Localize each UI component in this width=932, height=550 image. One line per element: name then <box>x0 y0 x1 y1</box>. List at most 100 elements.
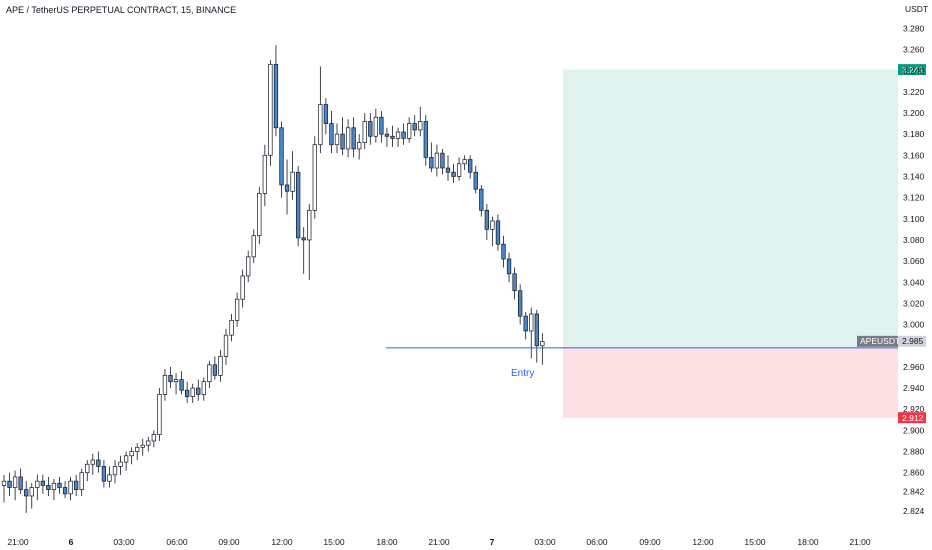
candle-body <box>362 121 367 143</box>
candle-body <box>434 152 440 169</box>
candle-body <box>162 375 168 395</box>
candle-body <box>279 127 284 186</box>
candle-body <box>495 220 501 245</box>
time-tick-label: 09:00 <box>639 537 661 547</box>
candle-body <box>118 461 123 467</box>
time-axis[interactable]: 21:00 6 03:00 06:00 09:00 12:00 15:00 18:00 21:0… <box>7 537 871 547</box>
candle-body <box>334 133 340 146</box>
candle-body <box>318 104 323 146</box>
candle-body <box>207 364 212 383</box>
candle-body <box>179 379 184 391</box>
candle-body <box>96 459 101 467</box>
candle-body <box>462 159 467 165</box>
candle-body <box>112 466 118 476</box>
candle-body <box>151 434 157 442</box>
price-tick-label: 2.900 <box>903 425 925 435</box>
candle-body <box>479 188 484 211</box>
position-overlay: Entry 3.241 2.912 APEUSDT.P2.985 <box>386 64 926 424</box>
profit-zone <box>563 69 898 348</box>
symbol-tag <box>857 335 898 347</box>
candle-body <box>168 375 173 383</box>
target-price-tag <box>898 64 926 76</box>
candle-body <box>85 463 90 474</box>
time-tick-label: 21:00 <box>7 537 29 547</box>
candle-body <box>523 315 528 332</box>
candle-body <box>412 123 417 131</box>
candle-body <box>423 121 428 158</box>
candle-body <box>140 444 145 448</box>
price-tick-label: 3.120 <box>903 193 925 203</box>
price-tick-label: 3.280 <box>903 23 925 33</box>
price-axis[interactable]: 3.280 3.260 3.240 3.220 3.200 3.180 3.160 3.140… <box>903 4 928 516</box>
candle-body <box>490 220 495 230</box>
price-tick-label: 3.000 <box>903 320 925 330</box>
candle-body <box>46 485 51 490</box>
candle-body <box>468 159 473 173</box>
candle-body <box>68 480 73 495</box>
position-zones <box>563 69 898 418</box>
candle-body <box>173 379 179 383</box>
candle-body <box>395 131 401 139</box>
chart-title: APE / TetherUS PERPETUAL CONTRACT, 15, B… <box>6 5 237 15</box>
candle-body <box>296 171 301 239</box>
time-tick-label: 12:00 <box>692 537 714 547</box>
price-tick-label: 3.220 <box>903 87 925 97</box>
price-tick-label: 3.100 <box>903 214 925 224</box>
candle-body <box>218 355 223 376</box>
candle-body <box>384 133 390 137</box>
candle-body <box>307 209 312 241</box>
candle-body <box>234 298 240 321</box>
price-tick-label: 2.880 <box>903 447 925 457</box>
price-tick-label: 2.842 <box>903 487 925 497</box>
target-price-label: 3.241 <box>902 65 924 75</box>
candle-body <box>62 487 68 495</box>
candle-body <box>540 341 545 347</box>
candle-body <box>240 275 245 300</box>
candle-body <box>284 184 290 192</box>
candle-body <box>51 482 57 490</box>
candle-body <box>456 163 462 177</box>
candle-body <box>345 127 351 150</box>
time-tick-label: 03:00 <box>534 537 556 547</box>
candle-body <box>1 480 7 486</box>
candle-body <box>35 480 40 488</box>
candle-body <box>312 144 317 211</box>
candle-body <box>129 451 134 457</box>
candle-body <box>57 482 62 488</box>
candle-body <box>196 387 201 395</box>
time-tick-label: 7 <box>490 537 495 547</box>
candle-body <box>473 171 478 190</box>
symbol-label: APEUSDT.P <box>860 336 908 346</box>
candle-body <box>512 273 517 292</box>
time-tick-label: 09:00 <box>218 537 240 547</box>
candle-body <box>517 290 523 317</box>
candle-body <box>246 256 251 277</box>
candle-body <box>506 258 512 275</box>
price-tick-label: 3.240 <box>903 66 925 76</box>
candle-body <box>90 459 95 465</box>
candle-body <box>368 121 373 137</box>
candle-body <box>257 193 262 237</box>
candle-body <box>107 474 112 482</box>
candle-body <box>418 121 423 131</box>
candle-body <box>79 472 84 490</box>
price-tick-label: 2.824 <box>903 506 925 516</box>
candle-body <box>445 167 451 173</box>
time-tick-label: 12:00 <box>271 537 293 547</box>
price-tick-label: 2.960 <box>903 362 925 372</box>
candle-body <box>146 440 151 446</box>
candle-body <box>429 157 434 169</box>
candle-body <box>157 394 162 435</box>
candle-body <box>18 476 23 490</box>
candle-body <box>390 135 395 139</box>
price-tick-label: 3.160 <box>903 150 925 160</box>
candle-body <box>440 152 445 169</box>
time-tick-label: 6 <box>69 537 74 547</box>
candle-body <box>185 389 190 397</box>
candle-body <box>340 133 345 150</box>
price-tick-label: 3.020 <box>903 298 925 308</box>
candle-body <box>7 480 12 488</box>
price-tick-label: 2.860 <box>903 468 925 478</box>
candle-body <box>407 123 412 139</box>
